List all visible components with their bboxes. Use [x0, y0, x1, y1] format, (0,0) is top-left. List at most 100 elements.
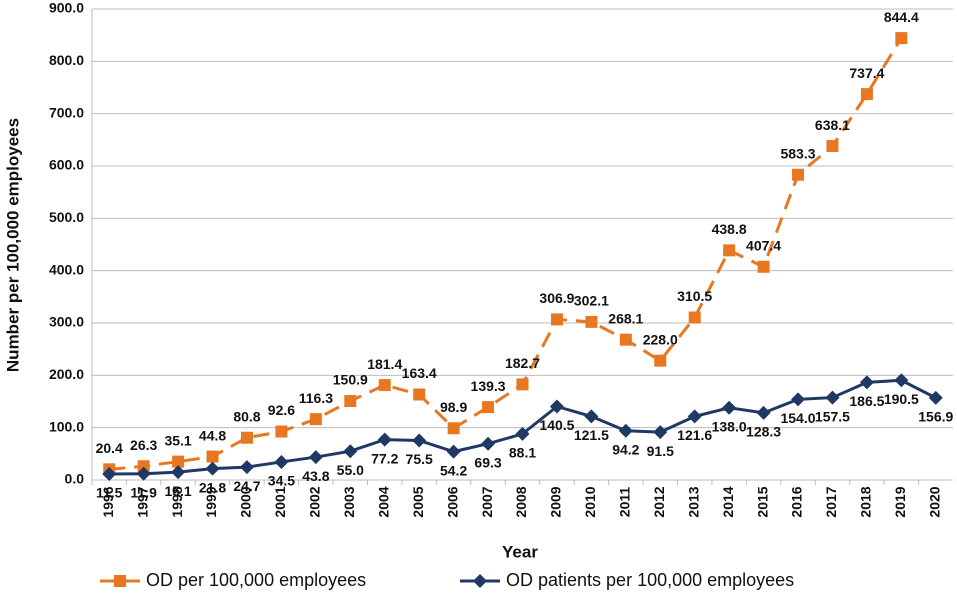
x-tick-label: 2016 — [789, 486, 805, 517]
marker — [172, 455, 185, 468]
data-label: 583.3 — [780, 145, 815, 161]
y-tick-label: 800.0 — [49, 52, 84, 68]
data-label: 150.9 — [333, 372, 368, 388]
marker — [515, 426, 530, 441]
marker — [516, 378, 529, 391]
x-tick-label: 2012 — [651, 486, 667, 517]
marker — [687, 409, 702, 424]
data-label: 138.0 — [712, 418, 747, 434]
data-label: 121.6 — [677, 427, 712, 443]
data-label: 20.4 — [96, 440, 123, 456]
data-label: 94.2 — [612, 441, 639, 457]
marker — [618, 423, 633, 438]
data-label: 15.1 — [164, 483, 191, 499]
x-tick-label: 2020 — [926, 486, 942, 517]
y-tick-label: 400.0 — [49, 261, 84, 277]
data-label: 310.5 — [677, 288, 712, 304]
marker — [239, 460, 254, 475]
legend-label: OD patients per 100,000 employees — [506, 570, 794, 590]
data-label: 24.7 — [233, 478, 260, 494]
marker — [860, 88, 873, 101]
marker — [412, 433, 427, 448]
x-tick-label: 1997 — [134, 486, 150, 517]
x-tick-label: 2009 — [548, 486, 564, 517]
marker — [826, 140, 839, 153]
x-tick-label: 2005 — [410, 486, 426, 517]
marker — [137, 460, 150, 473]
x-tick-label: 1999 — [203, 486, 219, 517]
data-label: 11.5 — [96, 485, 123, 501]
marker — [688, 311, 701, 324]
data-label: 44.8 — [199, 427, 226, 443]
x-tick-label: 2015 — [754, 486, 770, 517]
data-label: 638.1 — [815, 117, 850, 133]
data-label: 154.0 — [780, 410, 815, 426]
marker — [895, 32, 908, 45]
legend-marker — [114, 575, 126, 587]
marker — [894, 373, 909, 388]
marker — [102, 466, 117, 481]
y-tick-label: 500.0 — [49, 209, 84, 225]
y-tick-label: 900.0 — [49, 0, 84, 16]
y-axis-title: Number per 100,000 employees — [3, 118, 22, 372]
x-axis-title: Year — [502, 542, 538, 561]
x-tick-label: 2002 — [307, 486, 323, 517]
marker — [928, 390, 943, 405]
x-tick-label: 1996 — [100, 486, 116, 517]
y-tick-label: 0.0 — [65, 471, 85, 487]
marker — [825, 390, 840, 405]
marker — [447, 422, 460, 435]
marker — [792, 168, 805, 181]
data-label: 268.1 — [608, 310, 643, 326]
data-label: 26.3 — [130, 437, 157, 453]
marker — [206, 450, 219, 463]
y-tick-label: 300.0 — [49, 314, 84, 330]
y-tick-label: 200.0 — [49, 366, 84, 382]
marker — [723, 244, 736, 257]
data-label: 21.8 — [199, 479, 226, 495]
data-label: 88.1 — [509, 445, 536, 461]
x-tick-label: 2013 — [685, 486, 701, 517]
data-label: 128.3 — [746, 424, 781, 440]
data-label: 98.9 — [440, 399, 467, 415]
legend-label: OD per 100,000 employees — [146, 570, 366, 590]
marker — [378, 379, 391, 392]
data-label: 69.3 — [474, 454, 501, 470]
data-label: 182.7 — [505, 355, 540, 371]
data-label: 163.4 — [402, 365, 437, 381]
x-tick-label: 2019 — [892, 486, 908, 517]
data-label: 11.9 — [130, 484, 157, 500]
x-tick-label: 2000 — [238, 486, 254, 517]
y-tick-label: 700.0 — [49, 104, 84, 120]
marker — [791, 392, 806, 407]
y-tick-label: 100.0 — [49, 418, 84, 434]
data-label: 306.9 — [539, 290, 574, 306]
x-tick-label: 2004 — [375, 486, 391, 517]
data-label: 92.6 — [268, 402, 295, 418]
marker — [653, 425, 668, 440]
x-tick-label: 2007 — [479, 486, 495, 517]
marker — [377, 432, 392, 447]
data-label: 34.5 — [268, 473, 295, 489]
marker — [722, 400, 737, 415]
marker — [757, 260, 770, 273]
x-tick-label: 1998 — [169, 486, 185, 517]
x-tick-label: 2017 — [823, 486, 839, 517]
marker — [205, 461, 220, 476]
marker — [482, 401, 495, 414]
marker — [240, 431, 253, 444]
marker — [619, 333, 632, 346]
marker — [481, 436, 496, 451]
marker — [654, 354, 667, 367]
legend-marker — [473, 574, 487, 588]
marker — [136, 466, 151, 481]
data-label: 55.0 — [337, 462, 364, 478]
x-tick-label: 2003 — [341, 486, 357, 517]
data-label: 438.8 — [712, 221, 747, 237]
x-tick-label: 2018 — [858, 486, 874, 517]
x-tick-label: 2010 — [582, 486, 598, 517]
x-tick-label: 2001 — [272, 486, 288, 517]
data-label: 844.4 — [884, 9, 919, 25]
marker — [274, 454, 289, 469]
